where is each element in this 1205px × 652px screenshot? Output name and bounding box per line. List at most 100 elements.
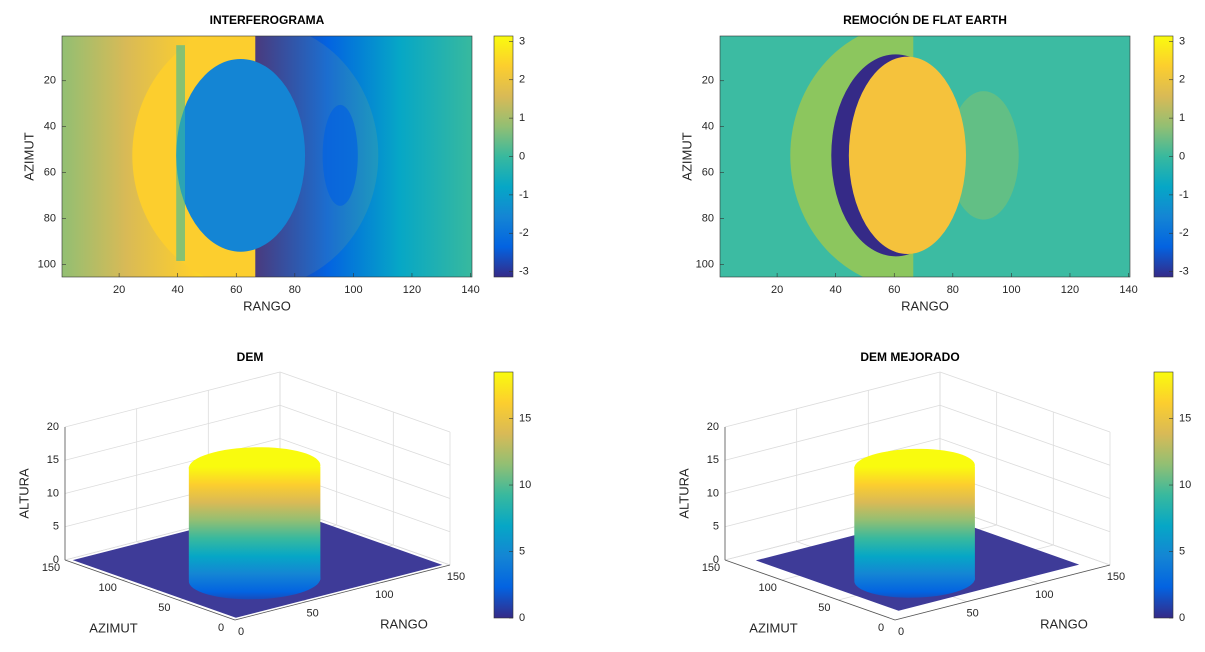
- axes-frame: [61, 35, 473, 278]
- x-tick-label: 100: [1035, 589, 1053, 601]
- x-tick-label: 120: [403, 284, 421, 296]
- x-tick-label: 140: [461, 284, 479, 296]
- x-tick-label: 120: [1061, 284, 1079, 296]
- phase-region: [176, 58, 306, 252]
- x-tick-label: 0: [898, 626, 904, 638]
- grid-line: [64, 438, 281, 494]
- colorbar-tick-label: 10: [1179, 479, 1191, 491]
- axis-line: [234, 564, 451, 621]
- x-tick-label: 60: [888, 284, 900, 296]
- grid-line: [724, 371, 941, 428]
- colorbar-tick-label: -2: [1179, 227, 1189, 239]
- y-axis-label: AZIMUT: [89, 620, 137, 635]
- x-tick-label: 60: [230, 284, 242, 296]
- colorbar-tick-label: -3: [1179, 266, 1189, 278]
- chart-title: DEM: [237, 350, 264, 364]
- grid-line: [64, 371, 281, 428]
- y-tick-label: 50: [158, 602, 170, 614]
- x-tick-label: 150: [1107, 571, 1125, 583]
- z-tick-label: 20: [707, 421, 719, 433]
- chart-title: DEM MEJORADO: [860, 350, 959, 364]
- phase-region: [848, 56, 967, 255]
- x-tick-label: 0: [238, 626, 244, 638]
- colorbar-tick-label: 2: [1179, 74, 1185, 86]
- heatmap-image: [62, 36, 472, 277]
- x-tick-label: 100: [1002, 284, 1020, 296]
- x-tick-label: 50: [967, 608, 979, 620]
- y-tick-label: 100: [758, 582, 776, 594]
- colorbar-tick-label: 2: [519, 74, 525, 86]
- y-tick-label: 60: [702, 166, 714, 178]
- colorbar-tick-label: 0: [1179, 612, 1185, 624]
- phase-region: [176, 45, 185, 261]
- z-tick-label: 15: [707, 454, 719, 466]
- colorbar-tick-label: -1: [1179, 189, 1189, 201]
- x-axis-label: RANGO: [901, 298, 949, 313]
- y-tick-label: 80: [44, 212, 56, 224]
- y-tick-label: 100: [98, 582, 116, 594]
- z-tick-label: 0: [53, 554, 59, 566]
- x-tick-label: 50: [307, 608, 319, 620]
- colorbar: [1153, 371, 1174, 619]
- y-tick-label: 20: [702, 75, 714, 87]
- y-axis-label: AZIMUT: [679, 132, 694, 180]
- colorbar-tick-label: 15: [519, 412, 531, 424]
- colorbar-tick-label: 1: [1179, 112, 1185, 124]
- x-tick-label: 100: [344, 284, 362, 296]
- y-axis-label: AZIMUT: [21, 132, 36, 180]
- colorbar-tick-label: 3: [519, 35, 525, 47]
- y-tick-label: 20: [44, 75, 56, 87]
- colorbar-tick-label: 0: [1179, 150, 1185, 162]
- y-tick-label: 100: [38, 258, 56, 270]
- grid-line: [939, 438, 1111, 499]
- y-tick-label: 80: [702, 212, 714, 224]
- y-tick-label: 60: [44, 166, 56, 178]
- z-tick-label: 15: [47, 454, 59, 466]
- heatmap-image: [720, 36, 1130, 277]
- z-tick-label: 20: [47, 421, 59, 433]
- grid-line: [939, 371, 1111, 433]
- colorbar-tick-label: 5: [519, 545, 525, 557]
- y-tick-label: 100: [696, 258, 714, 270]
- axis-line: [724, 559, 896, 621]
- y-tick-label: 50: [818, 602, 830, 614]
- y-axis-label: AZIMUT: [749, 620, 797, 635]
- z-tick-label: 10: [707, 487, 719, 499]
- colorbar-tick-label: 0: [519, 612, 525, 624]
- grid-line: [724, 438, 941, 494]
- x-tick-label: 20: [771, 284, 783, 296]
- x-tick-label: 40: [830, 284, 842, 296]
- colorbar-tick-label: -2: [519, 227, 529, 239]
- phase-region: [322, 104, 358, 206]
- z-axis-label: ALTURA: [16, 468, 31, 519]
- y-tick-label: 0: [878, 622, 884, 634]
- grid-line: [279, 438, 451, 499]
- chart-title: INTERFEROGRAMA: [210, 13, 325, 27]
- x-tick-label: 100: [375, 589, 393, 601]
- axis-line: [894, 564, 1111, 621]
- colorbar-tick-label: -3: [519, 266, 529, 278]
- x-tick-label: 40: [172, 284, 184, 296]
- x-axis-label: RANGO: [1040, 616, 1088, 631]
- colorbar-tick-label: 1: [519, 112, 525, 124]
- colorbar-tick-label: 0: [519, 150, 525, 162]
- x-tick-label: 80: [289, 284, 301, 296]
- x-axis-label: RANGO: [243, 298, 291, 313]
- x-tick-label: 80: [947, 284, 959, 296]
- axis-line: [64, 559, 236, 621]
- chart-title: REMOCIÓN DE FLAT EARTH: [843, 12, 1007, 27]
- x-tick-label: 150: [447, 571, 465, 583]
- z-tick-label: 5: [713, 521, 719, 533]
- surface-body: [854, 448, 975, 485]
- grid-line: [939, 404, 1111, 466]
- phase-region: [948, 91, 1019, 220]
- colorbar-tick-label: -1: [519, 189, 529, 201]
- y-tick-label: 150: [702, 562, 720, 574]
- x-tick-label: 20: [113, 284, 125, 296]
- y-tick-label: 40: [44, 121, 56, 133]
- colorbar: [493, 371, 514, 619]
- y-tick-label: 40: [702, 121, 714, 133]
- z-tick-label: 0: [713, 554, 719, 566]
- x-axis-label: RANGO: [380, 616, 428, 631]
